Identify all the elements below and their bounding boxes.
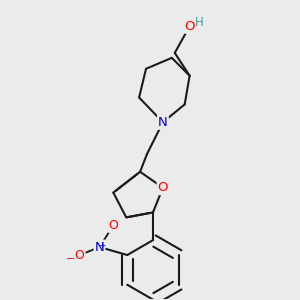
Text: N: N — [158, 116, 168, 129]
Text: +: + — [98, 241, 105, 250]
Text: O: O — [158, 181, 168, 194]
Text: O: O — [108, 219, 118, 232]
Text: H: H — [195, 16, 204, 29]
Text: N: N — [94, 241, 104, 254]
Text: O: O — [184, 20, 195, 33]
Text: −: − — [66, 254, 75, 264]
Text: O: O — [75, 248, 85, 262]
